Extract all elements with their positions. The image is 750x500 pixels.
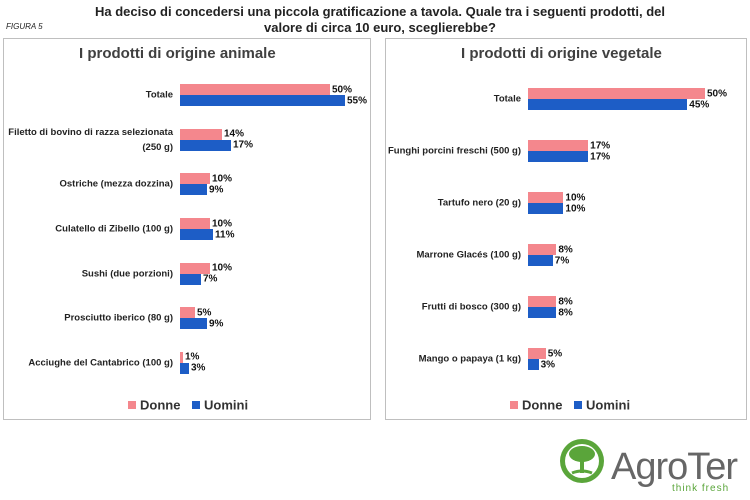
logo-name: AgroTer [611, 446, 738, 488]
panel [3, 38, 371, 420]
bar [180, 128, 222, 140]
legend-swatch [510, 401, 518, 409]
category-label: Sushi (due porzioni) [81, 268, 173, 280]
value-label: 10% [212, 218, 233, 229]
category-label: Tartufo nero (20 g) [437, 197, 521, 209]
panel-title: I prodotti di origine animale [79, 45, 276, 62]
legend-swatch [192, 401, 200, 409]
panel [385, 38, 747, 420]
value-label: 50% [707, 88, 728, 99]
legend-label: Donne [140, 397, 181, 413]
value-label: 17% [233, 139, 254, 151]
value-label: 17% [590, 151, 611, 162]
bar [180, 362, 189, 374]
bar [528, 255, 553, 266]
bar [528, 348, 546, 359]
bar [528, 244, 557, 255]
value-label: 10% [565, 192, 586, 203]
legend-label: Uomini [586, 397, 631, 413]
logo-tagline: think fresh [672, 483, 730, 494]
value-label: 7% [203, 273, 218, 285]
category-label: Mango o papaya (1 kg) [418, 353, 521, 365]
bar [528, 192, 564, 203]
category-label: Totale [493, 93, 521, 105]
value-label: 10% [212, 262, 233, 274]
bar [528, 88, 705, 99]
bar [528, 151, 589, 162]
bar [528, 99, 688, 110]
bar [180, 307, 195, 319]
bar [180, 184, 207, 196]
category-label: Prosciutto iberico (80 g) [64, 312, 173, 324]
bar [180, 218, 210, 229]
value-label: 55% [347, 95, 368, 107]
bar [180, 273, 201, 285]
bar [528, 203, 564, 214]
legend-label: Uomini [204, 397, 249, 413]
bar [180, 139, 231, 151]
category-label: Frutti di bosco (300 g) [421, 301, 521, 313]
legend-label: Donne [522, 397, 563, 413]
value-label: 8% [558, 296, 573, 307]
value-label: 10% [212, 173, 233, 185]
value-label: 7% [554, 255, 570, 266]
figure-label: FIGURA 5 [6, 22, 43, 31]
value-label: 5% [197, 307, 212, 319]
value-label: 11% [215, 229, 235, 240]
panel-title: I prodotti di origine vegetale [461, 45, 662, 62]
legend-swatch [128, 401, 136, 409]
category-label: Ostriche (mezza dozzina) [59, 178, 174, 190]
bar [528, 296, 557, 307]
bar [180, 351, 183, 363]
category-label: Funghi porcini freschi (500 g) [387, 145, 521, 157]
value-label: 50% [332, 84, 353, 96]
bar [180, 262, 210, 274]
bar [528, 359, 539, 370]
value-label: 1% [185, 351, 200, 363]
bar [180, 95, 345, 107]
category-label: Culatello di Zibello (100 g) [55, 223, 173, 235]
value-label: 9% [209, 184, 224, 196]
category-label: Acciughe del Cantabrico (100 g) [28, 357, 173, 369]
chart-title: Ha deciso di concedersi una piccola grat… [95, 4, 665, 35]
value-label: 45% [689, 99, 710, 110]
logo-icon [560, 439, 604, 483]
bar [528, 140, 589, 151]
value-label: 10% [565, 203, 586, 214]
value-label: 8% [558, 307, 573, 318]
category-label: Marrone Glacés (100 g) [416, 249, 521, 261]
category-label: Filetto di bovino di razza selezionata (… [8, 126, 173, 153]
bar [180, 84, 330, 96]
value-label: 9% [209, 318, 224, 330]
bar [180, 173, 210, 185]
value-label: 17% [590, 140, 611, 151]
bar [180, 229, 213, 240]
bar [528, 307, 557, 318]
legend-swatch [574, 401, 582, 409]
value-label: 5% [547, 348, 563, 359]
value-label: 8% [558, 244, 573, 255]
value-label: 3% [191, 362, 206, 374]
value-label: 14% [224, 128, 245, 140]
bar [180, 318, 207, 330]
value-label: 3% [540, 359, 556, 370]
category-label: Totale [145, 89, 173, 101]
